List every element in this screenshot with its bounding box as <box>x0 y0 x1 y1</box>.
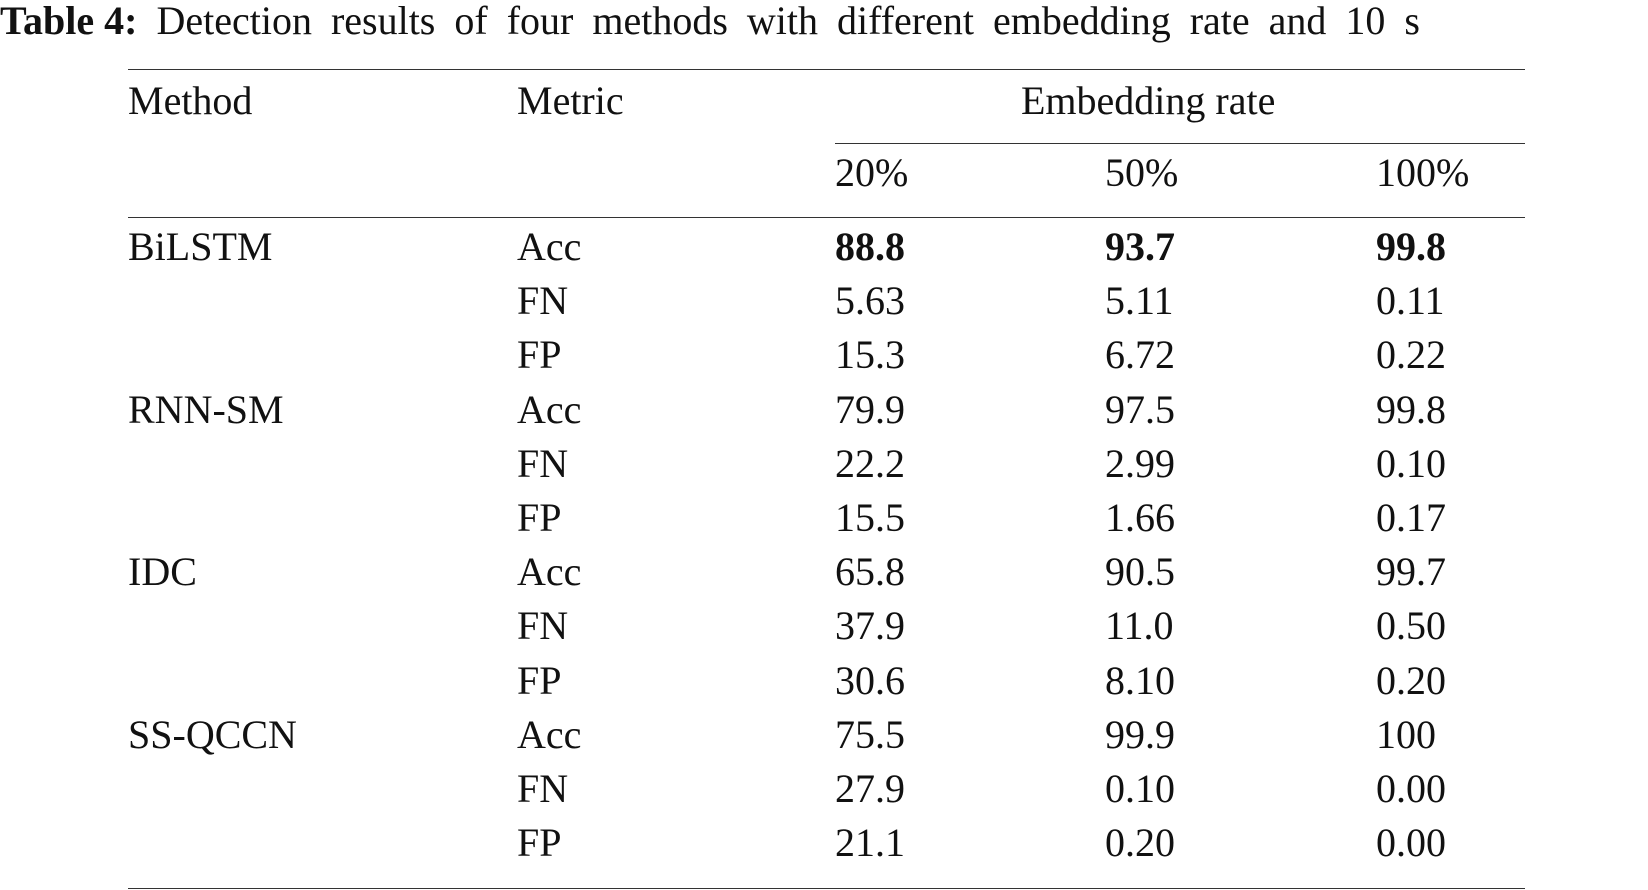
cell-rate-100: 0.00 <box>1376 766 1446 811</box>
cell-rate-20: 22.2 <box>835 440 905 486</box>
cell-rate-100: 0.50 <box>1376 603 1446 649</box>
cell-rate-100: 0.17 <box>1376 495 1446 540</box>
cell-rate-50: 8.10 <box>1105 657 1175 703</box>
cell-rate-20: 75.5 <box>835 711 905 757</box>
cell-metric: FP <box>517 657 562 703</box>
header-metric: Metric <box>517 78 624 123</box>
cell-rate-100: 0.11 <box>1376 278 1445 324</box>
cell-rate-50: 2.99 <box>1105 440 1175 486</box>
header-rate-50: 50% <box>1105 150 1179 195</box>
header-rule <box>128 217 1525 218</box>
header-rate-100: 100% <box>1376 150 1470 195</box>
cell-rate-20: 5.63 <box>835 278 905 324</box>
cell-metric: FN <box>517 766 569 811</box>
cell-rate-20: 15.3 <box>835 332 905 378</box>
cell-rate-20: 30.6 <box>835 657 905 703</box>
cell-method: IDC <box>128 549 197 595</box>
cell-metric: FP <box>517 820 562 866</box>
cell-rate-100: 99.8 <box>1376 386 1446 432</box>
cell-metric: Acc <box>517 711 582 757</box>
header-rate-20: 20% <box>835 150 909 195</box>
table-caption: Table 4: Detection results of four metho… <box>0 0 1648 44</box>
cell-rate-50: 90.5 <box>1105 549 1175 595</box>
cell-rate-50: 6.72 <box>1105 332 1175 378</box>
cell-rate-50: 0.20 <box>1105 820 1175 866</box>
cell-metric: FP <box>517 495 562 540</box>
cell-rate-50: 99.9 <box>1105 711 1175 757</box>
cell-metric: FN <box>517 440 569 486</box>
cell-rate-20: 88.8 <box>835 224 905 269</box>
cell-method: SS-QCCN <box>128 711 297 757</box>
cell-rate-100: 0.00 <box>1376 820 1446 866</box>
header-embedding-rate: Embedding rate <box>1021 78 1276 123</box>
cell-rate-50: 5.11 <box>1105 278 1174 324</box>
cell-metric: Acc <box>517 549 582 595</box>
cell-rate-100: 0.20 <box>1376 657 1446 703</box>
cell-rate-100: 0.10 <box>1376 440 1446 486</box>
cell-rate-100: 0.22 <box>1376 332 1446 378</box>
table-caption-text: Detection results of four methods with d… <box>156 0 1420 43</box>
cell-metric: FN <box>517 278 569 324</box>
top-rule <box>128 69 1525 70</box>
cell-rate-20: 15.5 <box>835 495 905 540</box>
cell-metric: Acc <box>517 224 582 269</box>
cell-rate-20: 37.9 <box>835 603 905 649</box>
cell-method: BiLSTM <box>128 224 273 269</box>
cell-metric: Acc <box>517 386 582 432</box>
cell-method: RNN-SM <box>128 386 284 432</box>
cell-rate-20: 65.8 <box>835 549 905 595</box>
cell-rate-100: 99.8 <box>1376 224 1446 269</box>
cell-rate-50: 97.5 <box>1105 386 1175 432</box>
cell-rate-20: 21.1 <box>835 820 905 866</box>
cell-rate-20: 27.9 <box>835 766 905 811</box>
cell-rate-20: 79.9 <box>835 386 905 432</box>
table-caption-label: Table 4: <box>0 0 138 43</box>
cell-rate-50: 1.66 <box>1105 495 1175 540</box>
cell-rate-100: 100 <box>1376 711 1436 757</box>
group-rule <box>835 143 1525 144</box>
bottom-rule <box>128 888 1525 889</box>
cell-metric: FP <box>517 332 562 378</box>
cell-rate-50: 93.7 <box>1105 224 1175 269</box>
cell-rate-100: 99.7 <box>1376 549 1446 595</box>
header-method: Method <box>128 78 253 123</box>
cell-metric: FN <box>517 603 569 649</box>
cell-rate-50: 0.10 <box>1105 766 1175 811</box>
cell-rate-50: 11.0 <box>1105 603 1174 649</box>
